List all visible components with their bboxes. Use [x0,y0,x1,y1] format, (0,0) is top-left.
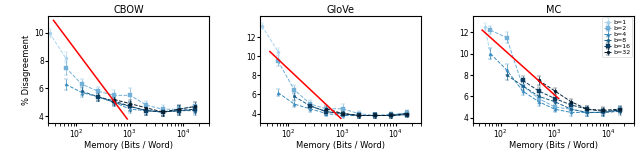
Legend: b=1, b=2, b=4, b=8, b=16, b=32: b=1, b=2, b=4, b=8, b=16, b=32 [602,17,632,57]
Title: MC: MC [545,5,561,15]
Y-axis label: % Disagreement: % Disagreement [22,35,31,105]
Title: GloVe: GloVe [327,5,355,15]
X-axis label: Memory (Bits / Word): Memory (Bits / Word) [509,141,598,150]
X-axis label: Memory (Bits / Word): Memory (Bits / Word) [84,141,173,150]
Title: CBOW: CBOW [113,5,144,15]
X-axis label: Memory (Bits / Word): Memory (Bits / Word) [296,141,385,150]
